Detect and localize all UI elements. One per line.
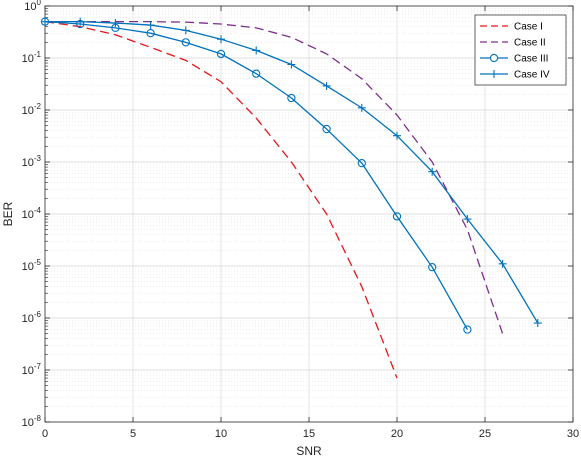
data-point-case-iv bbox=[322, 81, 331, 90]
data-point-case-iv bbox=[146, 21, 155, 30]
legend-label: Case I bbox=[514, 22, 543, 33]
y-tick-label: 10-8 bbox=[22, 414, 42, 429]
legend-item-case-ii: Case II bbox=[480, 38, 546, 49]
data-point-case-iii bbox=[322, 124, 331, 134]
series-line-case-ii bbox=[45, 20, 504, 334]
data-point-case-iv bbox=[357, 103, 366, 112]
x-tick-label: 30 bbox=[567, 428, 579, 440]
data-point-case-iv bbox=[533, 319, 542, 328]
x-tick-label: 5 bbox=[130, 428, 136, 440]
legend-box bbox=[474, 14, 567, 86]
x-tick-label: 25 bbox=[479, 428, 491, 440]
data-point-case-iv bbox=[428, 167, 437, 176]
y-tick-label: 10-2 bbox=[22, 102, 42, 117]
data-point-case-iii bbox=[146, 29, 155, 38]
data-point-case-iv bbox=[463, 215, 472, 224]
x-axis-label: SNR bbox=[296, 444, 322, 458]
legend-marker bbox=[489, 53, 499, 63]
series-case-iv bbox=[41, 17, 542, 328]
series-line-case-i bbox=[44, 21, 398, 379]
data-point-case-iii bbox=[181, 38, 190, 47]
data-point-case-iii bbox=[463, 325, 472, 334]
data-point-case-iv bbox=[111, 19, 120, 28]
tick-layer bbox=[44, 5, 574, 423]
y-tick-label: 10-6 bbox=[22, 310, 42, 325]
y-tick-label: 10-3 bbox=[22, 154, 42, 169]
data-point-case-iv bbox=[41, 17, 49, 26]
data-point-case-iv bbox=[252, 46, 261, 55]
data-point-case-iv bbox=[76, 17, 85, 26]
legend-item-case-iii: Case III bbox=[480, 54, 548, 65]
y-tick-label: 10-7 bbox=[22, 362, 42, 377]
x-tick-label: 10 bbox=[215, 428, 227, 440]
data-point-case-iv bbox=[217, 35, 225, 44]
series-case-ii bbox=[45, 20, 504, 334]
y-tick-label: 10-5 bbox=[22, 258, 42, 273]
data-point-case-iv bbox=[181, 26, 190, 35]
x-tick-label: 15 bbox=[303, 428, 315, 440]
data-point-case-iii bbox=[428, 263, 437, 272]
legend-label: Case II bbox=[514, 38, 546, 49]
x-tick-label: 20 bbox=[391, 428, 403, 440]
y-tick-label: 10-1 bbox=[22, 50, 42, 65]
series-line-case-iii bbox=[44, 21, 468, 330]
series-layer bbox=[40, 17, 542, 379]
legend-marker bbox=[490, 70, 498, 78]
data-point-case-iv bbox=[287, 60, 296, 69]
series-case-iii bbox=[40, 17, 472, 334]
legend: Case I Case II Case III Case IV bbox=[474, 14, 567, 86]
grid-layer bbox=[45, 6, 573, 422]
x-tick-label: 0 bbox=[42, 428, 48, 440]
data-point-case-iii bbox=[392, 212, 402, 221]
legend-label: Case IV bbox=[514, 70, 550, 81]
legend-item-case-iv: Case IV bbox=[480, 70, 550, 81]
data-point-case-iv bbox=[498, 259, 507, 268]
data-point-case-iii bbox=[252, 69, 261, 78]
y-tick-label: 100 bbox=[24, 0, 41, 13]
data-point-case-iii bbox=[357, 159, 366, 168]
series-case-i bbox=[44, 21, 398, 379]
data-point-case-iii bbox=[216, 49, 226, 59]
data-point-case-iii bbox=[287, 93, 296, 103]
data-point-case-iv bbox=[393, 131, 401, 140]
legend-item-case-i: Case I bbox=[480, 22, 543, 33]
legend-label: Case III bbox=[514, 54, 548, 65]
y-tick-label: 10-4 bbox=[22, 206, 42, 221]
y-axis-label: BER bbox=[1, 201, 15, 226]
